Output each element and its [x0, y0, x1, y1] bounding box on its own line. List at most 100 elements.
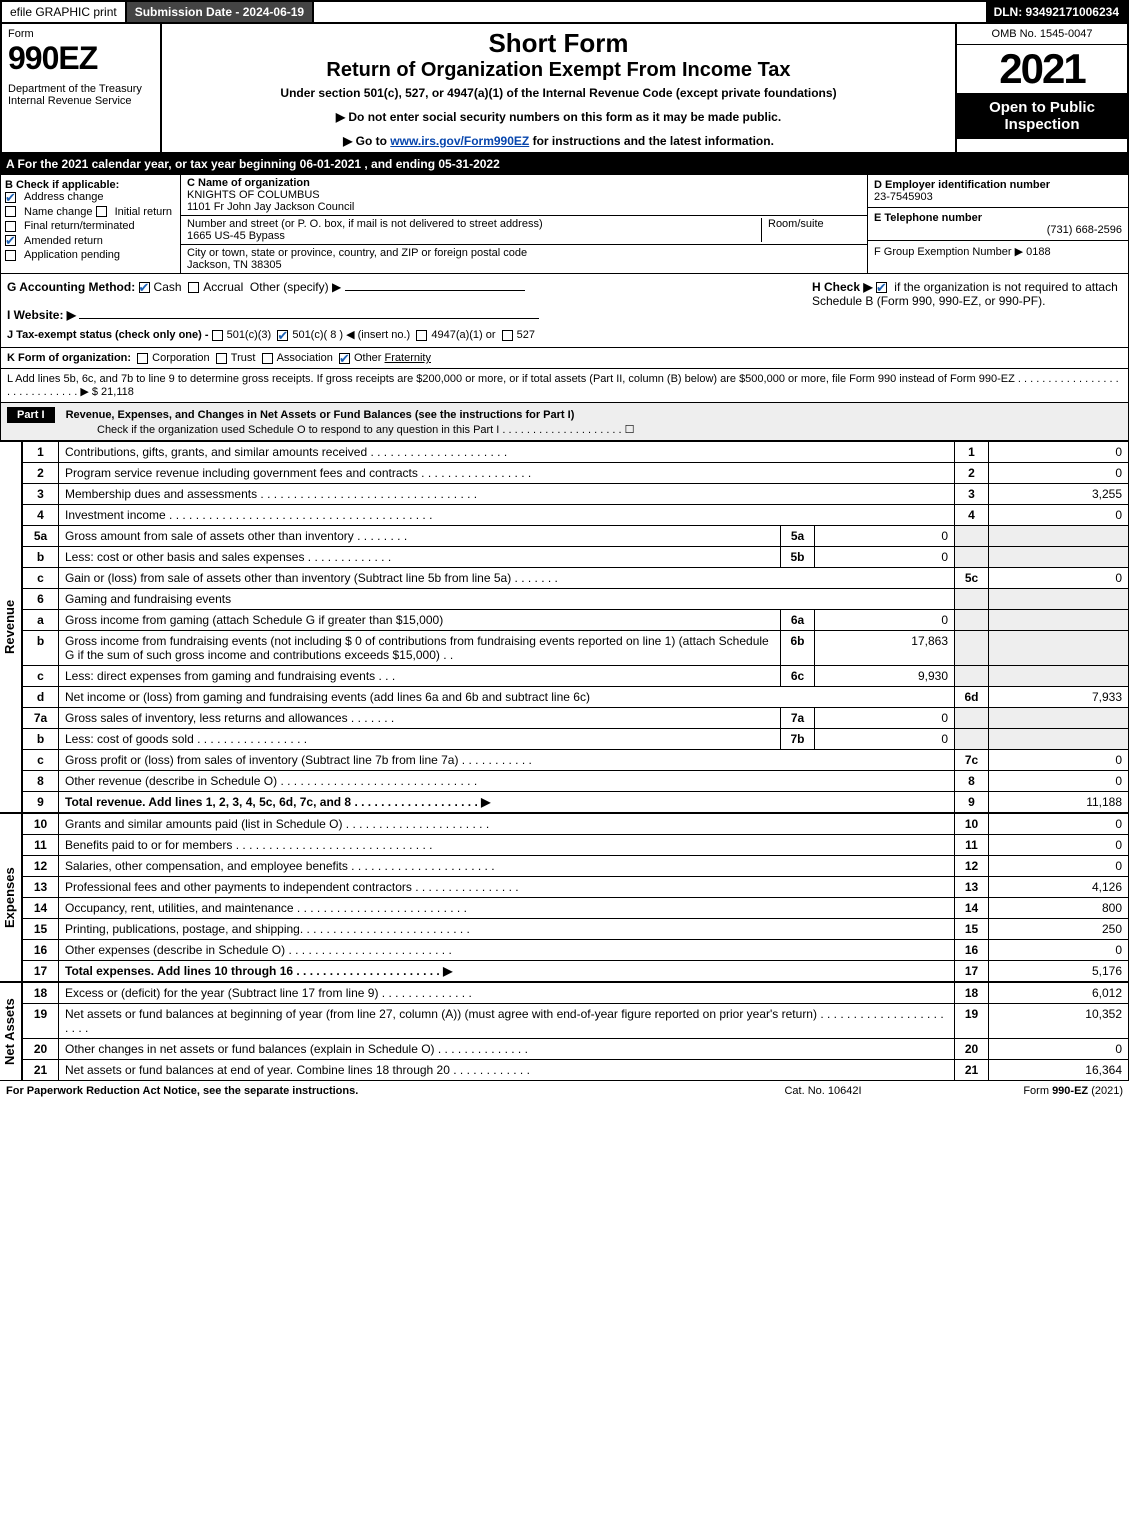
- checkbox-address-change[interactable]: [5, 192, 16, 203]
- j-d: 527: [517, 329, 535, 341]
- g-label: G Accounting Method:: [7, 280, 135, 294]
- part-i-head: Revenue, Expenses, and Changes in Net As…: [66, 409, 575, 421]
- tax-year: 2021: [957, 45, 1127, 93]
- checkbox-corp[interactable]: [137, 353, 148, 364]
- line-a: A For the 2021 calendar year, or tax yea…: [0, 154, 1129, 174]
- part-i-label: Part I: [7, 407, 55, 423]
- checkbox-h[interactable]: [876, 282, 887, 293]
- title-return: Return of Organization Exempt From Incom…: [172, 59, 945, 82]
- revenue-section: Revenue 1Contributions, gifts, grants, a…: [0, 441, 1129, 813]
- telephone: (731) 668-2596: [874, 224, 1122, 236]
- table-row: bLess: cost or other basis and sales exp…: [23, 547, 1129, 568]
- footer-right: Form 990-EZ (2021): [923, 1085, 1123, 1097]
- dln: DLN: 93492171006234: [986, 2, 1127, 22]
- b-init: Initial return: [115, 206, 172, 218]
- k-other-val: Fraternity: [385, 352, 431, 364]
- right-header: OMB No. 1545-0047 2021 Open to Public In…: [957, 24, 1127, 152]
- table-row: 10Grants and similar amounts paid (list …: [23, 814, 1129, 835]
- j-a: 501(c)(3): [227, 329, 272, 341]
- city: Jackson, TN 38305: [187, 259, 282, 271]
- ein: 23-7545903: [874, 191, 933, 203]
- section-def: D Employer identification number 23-7545…: [868, 175, 1128, 273]
- checkbox-other-org[interactable]: [339, 353, 350, 364]
- checkbox-cash[interactable]: [139, 282, 150, 293]
- website-input[interactable]: [79, 318, 539, 319]
- table-row: cGross profit or (loss) from sales of in…: [23, 750, 1129, 771]
- table-row: 19Net assets or fund balances at beginni…: [23, 1004, 1129, 1039]
- subtitle-section: Under section 501(c), 527, or 4947(a)(1)…: [172, 86, 945, 100]
- checkbox-trust[interactable]: [216, 353, 227, 364]
- street: 1665 US-45 Bypass: [187, 230, 285, 242]
- table-row: 5aGross amount from sale of assets other…: [23, 526, 1129, 547]
- b-title: B Check if applicable:: [5, 179, 176, 191]
- checkbox-assoc[interactable]: [262, 353, 273, 364]
- c-label: C Name of organization: [187, 177, 310, 189]
- netassets-side-label: Net Assets: [0, 982, 22, 1081]
- org-name-2: 1101 Fr John Jay Jackson Council: [187, 201, 354, 213]
- j-c: 4947(a)(1) or: [431, 329, 495, 341]
- checkbox-initial-return[interactable]: [96, 206, 107, 217]
- netassets-table: 18Excess or (deficit) for the year (Subt…: [22, 982, 1129, 1081]
- expenses-table: 10Grants and similar amounts paid (list …: [22, 813, 1129, 982]
- b-amend: Amended return: [24, 235, 103, 247]
- table-row: 20Other changes in net assets or fund ba…: [23, 1039, 1129, 1060]
- d-label: D Employer identification number: [874, 179, 1050, 191]
- table-row: cGain or (loss) from sale of assets othe…: [23, 568, 1129, 589]
- checkbox-application-pending[interactable]: [5, 250, 16, 261]
- table-row: 3Membership dues and assessments . . . .…: [23, 484, 1129, 505]
- top-bar: efile GRAPHIC print Submission Date - 20…: [0, 0, 1129, 24]
- table-row: 4Investment income . . . . . . . . . . .…: [23, 505, 1129, 526]
- form-id-block: Form 990EZ Department of the Treasury In…: [2, 24, 162, 152]
- footer-left: For Paperwork Reduction Act Notice, see …: [6, 1085, 723, 1097]
- table-row: 2Program service revenue including gover…: [23, 463, 1129, 484]
- table-row: aGross income from gaming (attach Schedu…: [23, 610, 1129, 631]
- table-row: bGross income from fundraising events (n…: [23, 631, 1129, 666]
- f-label: F Group Exemption Number ▶ 0188: [874, 246, 1051, 258]
- table-row: bLess: cost of goods sold . . . . . . . …: [23, 729, 1129, 750]
- g-cash: Cash: [154, 280, 182, 294]
- checkbox-accrual[interactable]: [188, 282, 199, 293]
- line-k: K Form of organization: Corporation Trus…: [0, 348, 1129, 369]
- info-grid: B Check if applicable: Address change Na…: [0, 174, 1129, 274]
- checkbox-527[interactable]: [502, 330, 513, 341]
- k-corp: Corporation: [152, 352, 209, 364]
- b-final: Final return/terminated: [24, 220, 135, 232]
- ghij-block: G Accounting Method: Cash Accrual Other …: [0, 274, 1129, 348]
- line-amount: 0: [989, 442, 1129, 463]
- part-i-header: Part I Revenue, Expenses, and Changes in…: [0, 403, 1129, 441]
- form-number: 990EZ: [8, 40, 154, 77]
- checkbox-name-change[interactable]: [5, 206, 16, 217]
- table-row: 17Total expenses. Add lines 10 through 1…: [23, 961, 1129, 982]
- efile-label[interactable]: efile GRAPHIC print: [2, 2, 127, 22]
- title-short-form: Short Form: [172, 28, 945, 59]
- line-i: I Website: ▶: [7, 308, 802, 322]
- city-label: City or town, state or province, country…: [187, 247, 527, 259]
- open-to-public: Open to Public Inspection: [957, 93, 1127, 139]
- b-addr: Address change: [24, 191, 104, 203]
- table-row: 14Occupancy, rent, utilities, and mainte…: [23, 898, 1129, 919]
- line-g: G Accounting Method: Cash Accrual Other …: [7, 280, 802, 294]
- goto-line: ▶ Go to www.irs.gov/Form990EZ for instru…: [172, 134, 945, 148]
- revenue-table: 1Contributions, gifts, grants, and simil…: [22, 441, 1129, 813]
- l-text: L Add lines 5b, 6c, and 7b to line 9 to …: [7, 373, 1119, 398]
- i-label: I Website: ▶: [7, 308, 76, 322]
- line-num: 1: [23, 442, 59, 463]
- checkbox-final-return[interactable]: [5, 221, 16, 232]
- checkbox-amended-return[interactable]: [5, 235, 16, 246]
- irs-link[interactable]: www.irs.gov/Form990EZ: [390, 134, 529, 148]
- footer-mid: Cat. No. 10642I: [723, 1085, 923, 1097]
- table-row: 9Total revenue. Add lines 1, 2, 3, 4, 5c…: [23, 792, 1129, 813]
- form-header: Form 990EZ Department of the Treasury In…: [0, 24, 1129, 154]
- checkbox-501c3[interactable]: [212, 330, 223, 341]
- table-row: 11Benefits paid to or for members . . . …: [23, 835, 1129, 856]
- k-other: Other: [354, 352, 382, 364]
- goto-post: for instructions and the latest informat…: [533, 134, 774, 148]
- checkbox-501c[interactable]: [277, 330, 288, 341]
- other-specify-input[interactable]: [345, 290, 525, 291]
- expenses-section: Expenses 10Grants and similar amounts pa…: [0, 813, 1129, 982]
- table-row: 18Excess or (deficit) for the year (Subt…: [23, 983, 1129, 1004]
- line-j: J Tax-exempt status (check only one) - 5…: [7, 328, 802, 341]
- k-trust: Trust: [231, 352, 256, 364]
- checkbox-4947[interactable]: [416, 330, 427, 341]
- line-l: L Add lines 5b, 6c, and 7b to line 9 to …: [0, 369, 1129, 403]
